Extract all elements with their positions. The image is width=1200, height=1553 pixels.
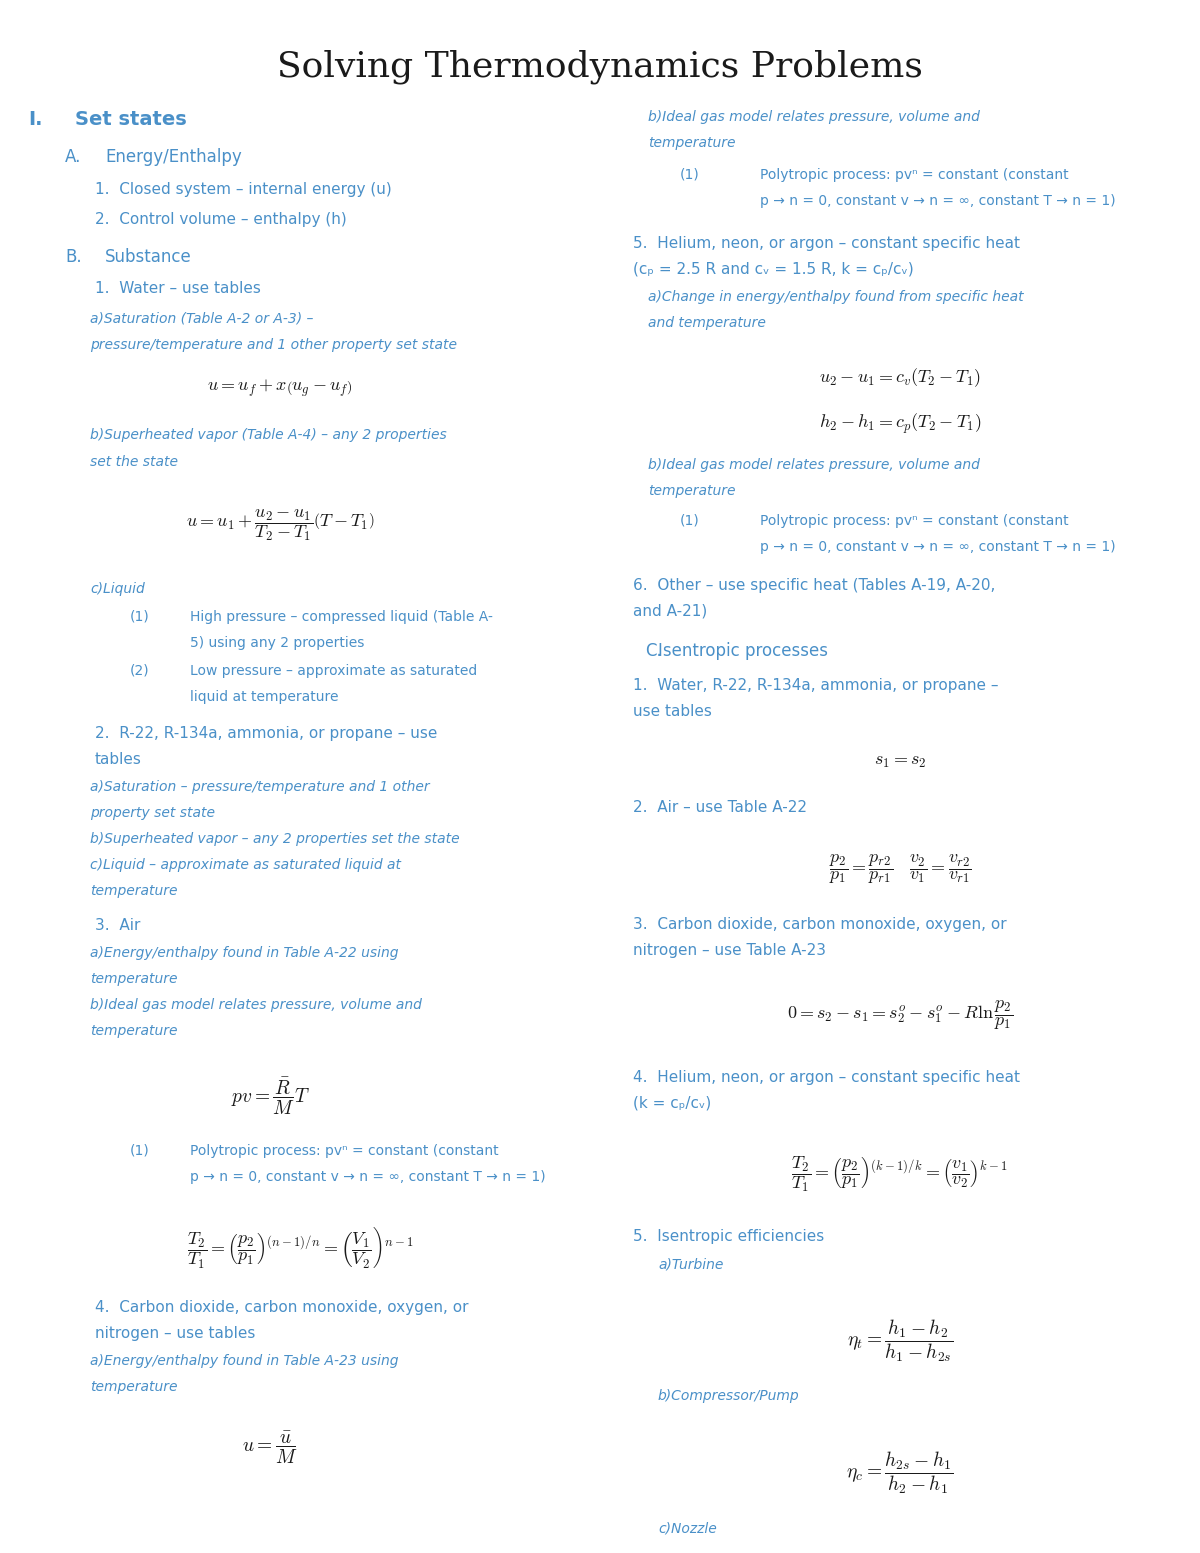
Text: p → n = 0, constant v → n = ∞, constant T → n = 1): p → n = 0, constant v → n = ∞, constant … <box>190 1169 546 1183</box>
Text: temperature: temperature <box>90 972 178 986</box>
Text: property set state: property set state <box>90 806 215 820</box>
Text: 5) using any 2 properties: 5) using any 2 properties <box>190 637 365 651</box>
Text: $s_1 = s_2$: $s_1 = s_2$ <box>874 752 926 770</box>
Text: a)Saturation (Table A-2 or A-3) –: a)Saturation (Table A-2 or A-3) – <box>90 311 313 325</box>
Text: 5.  Isentropic efficiencies: 5. Isentropic efficiencies <box>634 1228 824 1244</box>
Text: I.: I. <box>28 110 42 129</box>
Text: 4.  Carbon dioxide, carbon monoxide, oxygen, or: 4. Carbon dioxide, carbon monoxide, oxyg… <box>95 1300 468 1315</box>
Text: (1): (1) <box>130 1145 150 1159</box>
Text: a)Saturation – pressure/temperature and 1 other: a)Saturation – pressure/temperature and … <box>90 780 430 794</box>
Text: Isentropic processes: Isentropic processes <box>658 641 828 660</box>
Text: b)Ideal gas model relates pressure, volume and: b)Ideal gas model relates pressure, volu… <box>648 110 980 124</box>
Text: $\eta_t = \dfrac{h_1 - h_2}{h_1 - h_{2s}}$: $\eta_t = \dfrac{h_1 - h_2}{h_1 - h_{2s}… <box>847 1317 953 1364</box>
Text: c)Nozzle: c)Nozzle <box>658 1520 716 1534</box>
Text: and A-21): and A-21) <box>634 604 707 620</box>
Text: $\dfrac{T_2}{T_1} = \left(\dfrac{p_2}{p_1}\right)^{(k-1)/k} = \left(\dfrac{v_1}{: $\dfrac{T_2}{T_1} = \left(\dfrac{p_2}{p_… <box>792 1154 1008 1194</box>
Text: tables: tables <box>95 752 142 767</box>
Text: Substance: Substance <box>106 248 192 266</box>
Text: (1): (1) <box>680 514 700 528</box>
Text: (1): (1) <box>130 610 150 624</box>
Text: temperature: temperature <box>648 485 736 499</box>
Text: temperature: temperature <box>648 137 736 151</box>
Text: 2.  R-22, R-134a, ammonia, or propane – use: 2. R-22, R-134a, ammonia, or propane – u… <box>95 725 437 741</box>
Text: p → n = 0, constant v → n = ∞, constant T → n = 1): p → n = 0, constant v → n = ∞, constant … <box>760 194 1116 208</box>
Text: 6.  Other – use specific heat (Tables A-19, A-20,: 6. Other – use specific heat (Tables A-1… <box>634 578 995 593</box>
Text: 2.  Air – use Table A-22: 2. Air – use Table A-22 <box>634 800 808 815</box>
Text: a)Turbine: a)Turbine <box>658 1256 724 1270</box>
Text: p → n = 0, constant v → n = ∞, constant T → n = 1): p → n = 0, constant v → n = ∞, constant … <box>760 540 1116 554</box>
Text: $u_2 - u_1 = c_v(T_2 - T_1)$: $u_2 - u_1 = c_v(T_2 - T_1)$ <box>818 367 982 388</box>
Text: a)Change in energy/enthalpy found from specific heat: a)Change in energy/enthalpy found from s… <box>648 290 1024 304</box>
Text: $\dfrac{p_2}{p_1} = \dfrac{p_{r2}}{p_{r1}} \quad \dfrac{v_2}{v_1} = \dfrac{v_{r2: $\dfrac{p_2}{p_1} = \dfrac{p_{r2}}{p_{r1… <box>828 853 972 885</box>
Text: B.: B. <box>65 248 82 266</box>
Text: b)Ideal gas model relates pressure, volume and: b)Ideal gas model relates pressure, volu… <box>90 999 422 1013</box>
Text: A.: A. <box>65 148 82 166</box>
Text: Solving Thermodynamics Problems: Solving Thermodynamics Problems <box>277 50 923 84</box>
Text: Low pressure – approximate as saturated: Low pressure – approximate as saturated <box>190 665 478 679</box>
Text: liquid at temperature: liquid at temperature <box>190 690 338 704</box>
Text: a)Energy/enthalpy found in Table A-23 using: a)Energy/enthalpy found in Table A-23 us… <box>90 1354 398 1368</box>
Text: temperature: temperature <box>90 1381 178 1395</box>
Text: and temperature: and temperature <box>648 315 766 329</box>
Text: $0 = s_2 - s_1 = s_2^o - s_1^o - R\ln\dfrac{p_2}{p_1}$: $0 = s_2 - s_1 = s_2^o - s_1^o - R\ln\df… <box>787 999 1013 1031</box>
Text: Polytropic process: pvⁿ = constant (constant: Polytropic process: pvⁿ = constant (cons… <box>760 514 1069 528</box>
Text: a)Energy/enthalpy found in Table A-22 using: a)Energy/enthalpy found in Table A-22 us… <box>90 946 398 960</box>
Text: b)Compressor/Pump: b)Compressor/Pump <box>658 1388 799 1402</box>
Text: 3.  Air: 3. Air <box>95 918 140 933</box>
Text: $u = \dfrac{\bar{u}}{M}$: $u = \dfrac{\bar{u}}{M}$ <box>242 1430 298 1466</box>
Text: c)Liquid – approximate as saturated liquid at: c)Liquid – approximate as saturated liqu… <box>90 857 401 871</box>
Text: (cₚ = 2.5 R and cᵥ = 1.5 R, k = cₚ/cᵥ): (cₚ = 2.5 R and cᵥ = 1.5 R, k = cₚ/cᵥ) <box>634 262 913 276</box>
Text: b)Superheated vapor (Table A-4) – any 2 properties: b)Superheated vapor (Table A-4) – any 2 … <box>90 429 446 443</box>
Text: 4.  Helium, neon, or argon – constant specific heat: 4. Helium, neon, or argon – constant spe… <box>634 1070 1020 1086</box>
Text: nitrogen – use Table A-23: nitrogen – use Table A-23 <box>634 943 826 958</box>
Text: b)Superheated vapor – any 2 properties set the state: b)Superheated vapor – any 2 properties s… <box>90 832 460 846</box>
Text: $\dfrac{T_2}{T_1} = \left(\dfrac{p_2}{p_1}\right)^{(n-1)/n} = \left(\dfrac{V_1}{: $\dfrac{T_2}{T_1} = \left(\dfrac{p_2}{p_… <box>186 1225 414 1270</box>
Text: (1): (1) <box>680 168 700 182</box>
Text: 5.  Helium, neon, or argon – constant specific heat: 5. Helium, neon, or argon – constant spe… <box>634 236 1020 252</box>
Text: 3.  Carbon dioxide, carbon monoxide, oxygen, or: 3. Carbon dioxide, carbon monoxide, oxyg… <box>634 916 1007 932</box>
Text: Set states: Set states <box>74 110 187 129</box>
Text: temperature: temperature <box>90 884 178 898</box>
Text: $u = u_1 + \dfrac{u_2 - u_1}{T_2 - T_1}\left(T - T_1\right)$: $u = u_1 + \dfrac{u_2 - u_1}{T_2 - T_1}\… <box>186 506 374 544</box>
Text: nitrogen – use tables: nitrogen – use tables <box>95 1326 256 1340</box>
Text: pressure/temperature and 1 other property set state: pressure/temperature and 1 other propert… <box>90 339 457 353</box>
Text: 1.  Water – use tables: 1. Water – use tables <box>95 281 260 297</box>
Text: Polytropic process: pvⁿ = constant (constant: Polytropic process: pvⁿ = constant (cons… <box>190 1145 499 1159</box>
Text: High pressure – compressed liquid (Table A-: High pressure – compressed liquid (Table… <box>190 610 493 624</box>
Text: b)Ideal gas model relates pressure, volume and: b)Ideal gas model relates pressure, volu… <box>648 458 980 472</box>
Text: $pv = \dfrac{\bar{R}}{M}T$: $pv = \dfrac{\bar{R}}{M}T$ <box>230 1076 310 1117</box>
Text: C.: C. <box>646 641 661 660</box>
Text: $\eta_c = \dfrac{h_{2s} - h_1}{h_2 - h_1}$: $\eta_c = \dfrac{h_{2s} - h_1}{h_2 - h_1… <box>846 1449 954 1496</box>
Text: $u = u_f + x\left(u_g - u_f\right)$: $u = u_f + x\left(u_g - u_f\right)$ <box>208 377 353 399</box>
Text: 1.  Closed system – internal energy (u): 1. Closed system – internal energy (u) <box>95 182 391 197</box>
Text: Energy/Enthalpy: Energy/Enthalpy <box>106 148 241 166</box>
Text: (k = cₚ/cᵥ): (k = cₚ/cᵥ) <box>634 1096 712 1110</box>
Text: 1.  Water, R-22, R-134a, ammonia, or propane –: 1. Water, R-22, R-134a, ammonia, or prop… <box>634 679 998 693</box>
Text: temperature: temperature <box>90 1023 178 1037</box>
Text: set the state: set the state <box>90 455 178 469</box>
Text: use tables: use tables <box>634 704 712 719</box>
Text: c)Liquid: c)Liquid <box>90 582 145 596</box>
Text: (2): (2) <box>130 665 150 679</box>
Text: $h_2 - h_1 = c_p(T_2 - T_1)$: $h_2 - h_1 = c_p(T_2 - T_1)$ <box>818 412 982 436</box>
Text: Polytropic process: pvⁿ = constant (constant: Polytropic process: pvⁿ = constant (cons… <box>760 168 1069 182</box>
Text: 2.  Control volume – enthalpy (h): 2. Control volume – enthalpy (h) <box>95 213 347 227</box>
